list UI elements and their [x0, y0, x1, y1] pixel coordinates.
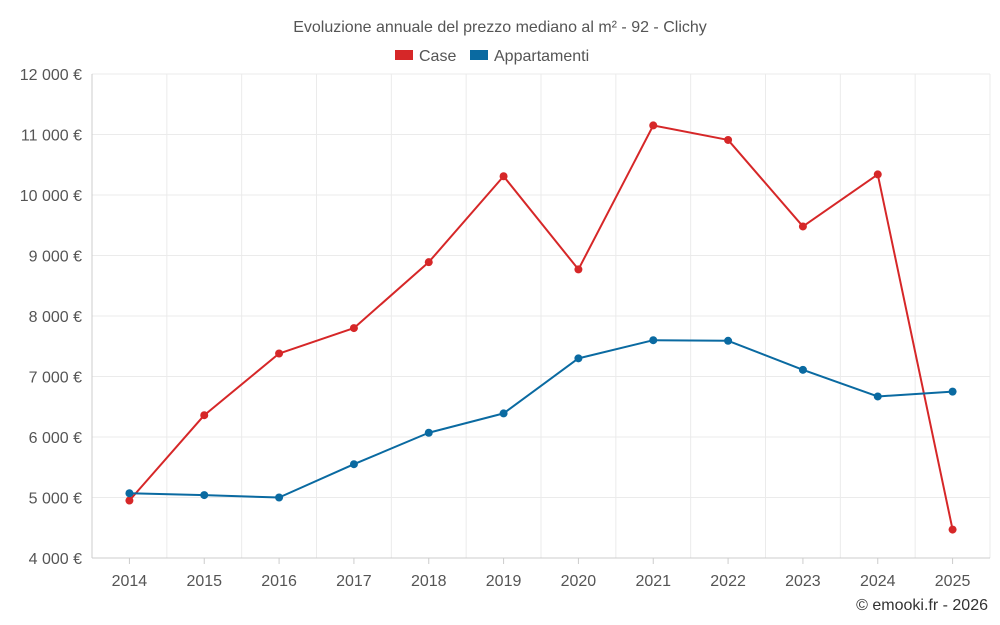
legend-item-appartamenti[interactable]: Appartamenti	[470, 48, 589, 65]
data-point-appartamenti[interactable]	[798, 365, 807, 374]
x-tick-label: 2021	[635, 573, 671, 590]
data-point-case[interactable]	[724, 135, 733, 144]
x-tick-label: 2017	[336, 573, 372, 590]
y-tick-label: 7 000 €	[29, 370, 82, 387]
y-tick-label: 9 000 €	[29, 249, 82, 266]
legend-item-case[interactable]: Case	[395, 48, 456, 65]
x-tick-label: 2015	[186, 573, 222, 590]
x-tick-label: 2018	[411, 573, 447, 590]
x-tick-label: 2022	[710, 573, 746, 590]
series-layer	[125, 121, 957, 534]
series-line-appartamenti	[129, 339, 953, 499]
y-tick-label: 5 000 €	[29, 491, 82, 508]
credit-text: © emooki.fr - 2026	[856, 597, 988, 614]
x-tick-label: 2019	[486, 573, 522, 590]
data-point-appartamenti[interactable]	[349, 460, 358, 469]
x-tick-label: 2016	[261, 573, 297, 590]
data-point-case[interactable]	[349, 324, 358, 333]
data-point-appartamenti[interactable]	[424, 428, 433, 437]
data-point-case[interactable]	[275, 349, 284, 358]
legend-swatch	[470, 50, 488, 60]
data-point-case[interactable]	[200, 411, 209, 420]
data-point-appartamenti[interactable]	[275, 493, 284, 502]
data-point-case[interactable]	[649, 121, 658, 130]
data-point-appartamenti[interactable]	[125, 489, 134, 498]
y-tick-label: 6 000 €	[29, 430, 82, 447]
x-tick-label: 2014	[112, 573, 148, 590]
x-tick-label: 2020	[561, 573, 597, 590]
series-line-case	[128, 124, 954, 530]
y-tick-label: 10 000 €	[20, 188, 82, 205]
x-tick-label: 2025	[935, 573, 971, 590]
x-tick-label: 2024	[860, 573, 896, 590]
y-tick-label: 12 000 €	[20, 67, 82, 84]
data-point-appartamenti[interactable]	[574, 354, 583, 363]
data-point-appartamenti[interactable]	[649, 336, 658, 345]
series-case	[125, 121, 957, 534]
data-point-case[interactable]	[424, 258, 433, 267]
x-tick-label: 2023	[785, 573, 821, 590]
legend-label: Case	[419, 48, 456, 65]
series-appartamenti	[125, 336, 957, 502]
chart-title: Evoluzione annuale del prezzo mediano al…	[293, 19, 707, 36]
data-point-case[interactable]	[574, 265, 583, 274]
data-point-case[interactable]	[948, 525, 957, 534]
y-tick-label: 11 000 €	[21, 128, 82, 145]
data-point-appartamenti[interactable]	[499, 409, 508, 418]
y-tick-label: 8 000 €	[29, 309, 82, 326]
axes: 4 000 € 5 000 € 6 000 € 7 000 € 8 000 € 9 000…	[20, 67, 990, 590]
data-point-appartamenti[interactable]	[873, 392, 882, 401]
y-tick-label: 4 000 €	[29, 551, 82, 568]
data-point-case[interactable]	[798, 222, 807, 231]
legend-label: Appartamenti	[494, 48, 589, 65]
data-point-case[interactable]	[873, 170, 882, 179]
legend-swatch	[395, 50, 413, 60]
data-point-case[interactable]	[125, 496, 134, 505]
data-point-case[interactable]	[499, 172, 508, 181]
grid	[92, 73, 991, 558]
legend: Case Appartamenti	[395, 48, 589, 65]
data-point-appartamenti[interactable]	[200, 491, 209, 500]
data-point-appartamenti[interactable]	[948, 387, 957, 396]
data-point-appartamenti[interactable]	[724, 336, 733, 345]
